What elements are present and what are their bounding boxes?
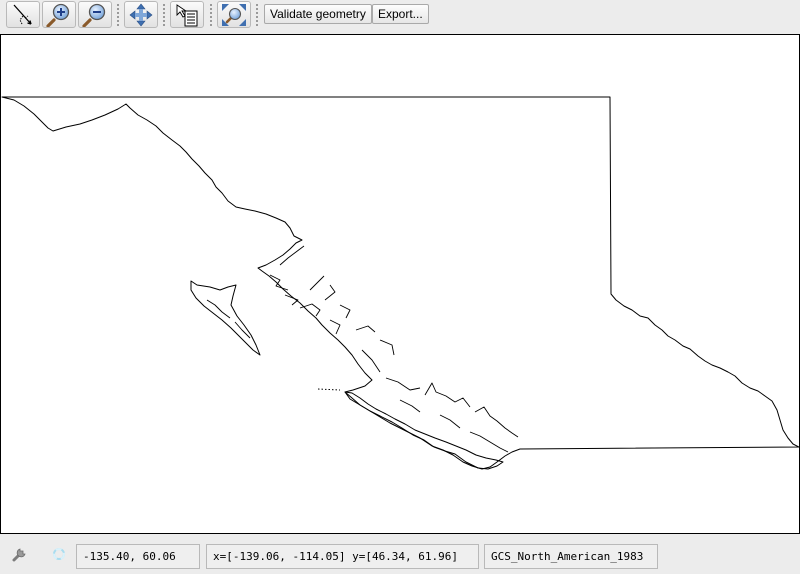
pan-tool-button[interactable]: [124, 1, 158, 28]
toolbar-separator: [163, 4, 165, 26]
zoom-in-button[interactable]: [42, 1, 76, 28]
info-icon: [174, 3, 200, 27]
coast-fjords: [206, 245, 519, 453]
map-geometry: [1, 96, 799, 470]
cursor-coordinates: -135.40, 60.06: [76, 544, 200, 569]
select-tool-button[interactable]: [6, 1, 40, 28]
map-extent: x=[-139.06, -114.05] y=[46.34, 61.96]: [206, 544, 479, 569]
zoom-extent-button[interactable]: [217, 1, 251, 28]
identify-tool-button[interactable]: [170, 1, 204, 28]
coordinate-system: GCS_North_American_1983: [484, 544, 658, 569]
map-toolbar: Validate geometry Export...: [0, 0, 800, 30]
region-boundary: [1, 96, 799, 470]
outer-islets: [317, 388, 341, 391]
zoom-in-icon: [46, 3, 72, 27]
zoom-extent-icon: [221, 3, 247, 27]
wrench-icon[interactable]: [10, 544, 30, 564]
map-canvas[interactable]: [0, 34, 800, 534]
pan-icon: [128, 3, 154, 27]
export-button[interactable]: Export...: [372, 4, 429, 24]
zoom-out-icon: [82, 3, 108, 27]
busy-spinner-icon: [49, 544, 69, 564]
zoom-out-button[interactable]: [78, 1, 112, 28]
vancouver-island: [344, 391, 504, 470]
haida-gwaii: [190, 280, 261, 356]
toolbar-separator: [256, 4, 258, 26]
toolbar-separator: [210, 4, 212, 26]
toolbar-separator: [117, 4, 119, 26]
status-bar: -135.40, 60.06 x=[-139.06, -114.05] y=[4…: [0, 534, 800, 574]
validate-geometry-button[interactable]: Validate geometry: [264, 4, 372, 24]
arrow-select-icon: [10, 3, 36, 27]
